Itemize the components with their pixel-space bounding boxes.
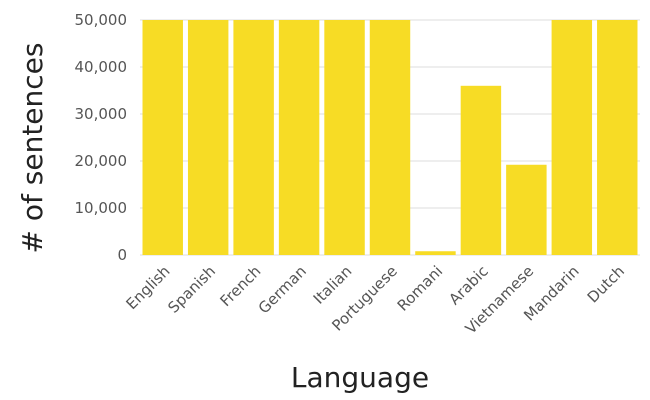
- bar-italian: [324, 20, 365, 255]
- bar-german: [278, 20, 320, 255]
- bar-romani: [415, 251, 456, 255]
- x-axis-title: Language: [291, 361, 429, 394]
- y-tick-label: 20,000: [75, 152, 128, 170]
- bar-arabic: [460, 85, 502, 255]
- bar-vietnamese: [506, 164, 547, 255]
- bar-spanish: [187, 20, 229, 255]
- x-tick-label: Spanish: [164, 262, 219, 317]
- y-axis-ticks: 0 10,000 20,000 30,000 40,000 50,000: [75, 11, 128, 264]
- y-tick-label: 0: [117, 246, 127, 264]
- y-tick-label: 30,000: [75, 105, 128, 123]
- y-tick-label: 40,000: [75, 58, 128, 76]
- bars: [142, 20, 638, 255]
- y-axis-title: # of sentences: [16, 43, 49, 254]
- bar-english: [142, 20, 183, 255]
- x-tick-label: Dutch: [584, 262, 628, 306]
- bar-portuguese: [369, 20, 411, 255]
- y-tick-label: 50,000: [75, 11, 128, 29]
- bar-dutch: [597, 20, 638, 255]
- x-tick-label: German: [255, 262, 310, 317]
- x-tick-label: Romani: [394, 262, 447, 315]
- y-tick-label: 10,000: [75, 199, 128, 217]
- bar-mandarin: [551, 20, 593, 255]
- bar-french: [233, 20, 274, 255]
